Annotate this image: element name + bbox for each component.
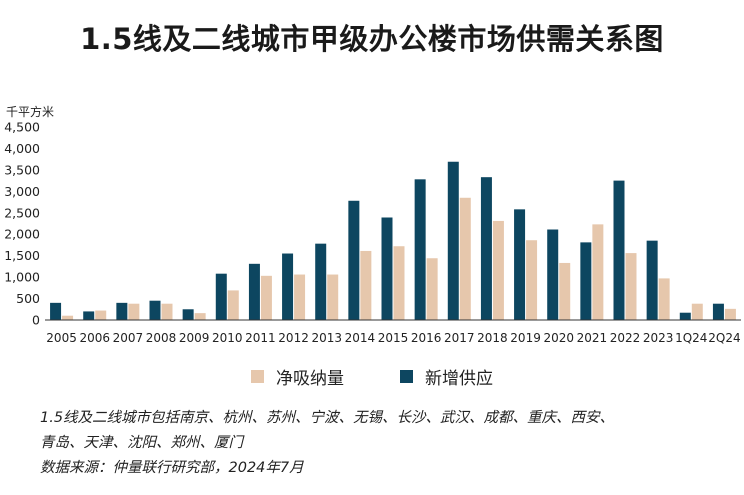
chart-title: 1.5线及二线城市甲级办公楼市场供需关系图 <box>80 22 664 56</box>
x-tick-label: 2022 <box>610 331 641 345</box>
bar-supply <box>679 312 691 320</box>
x-tick-label: 2008 <box>146 331 177 345</box>
bar-supply <box>414 179 426 320</box>
bar-absorption <box>592 224 604 320</box>
y-tick-label: 4,000 <box>4 141 40 156</box>
bar-absorption <box>393 246 405 320</box>
y-tick-label: 3,000 <box>4 184 40 199</box>
bar-supply <box>83 311 95 320</box>
bar-supply <box>182 309 194 320</box>
x-tick-label: 2012 <box>278 331 309 345</box>
y-tick-label: 4,500 <box>4 120 40 135</box>
bar-absorption <box>260 275 272 320</box>
x-tick-label: 2010 <box>212 331 243 345</box>
bar-absorption <box>724 308 736 320</box>
bar-supply <box>712 303 724 320</box>
y-tick-label: 1,500 <box>4 248 40 263</box>
bar-chart: 0 500 1,000 1,500 2,000 2,500 3,000 3,500 4,000 4… <box>4 120 741 345</box>
footnote-cities-line-1: 1.5线及二线城市包括南京、杭州、苏州、宁波、无锡、长沙、武汉、成都、重庆、西安… <box>40 410 615 426</box>
bar-supply <box>282 253 294 320</box>
bar-absorption <box>658 278 670 320</box>
x-tick-label: 2006 <box>79 331 110 345</box>
bar-absorption <box>559 262 571 320</box>
x-tick-label: 2016 <box>411 331 442 345</box>
legend-label-absorption: 净吸纳量 <box>276 369 344 389</box>
bar-supply <box>315 243 327 320</box>
bar-absorption <box>526 240 538 320</box>
x-tick-label: 2017 <box>444 331 475 345</box>
bar-supply <box>646 240 658 320</box>
x-tick-label: 2Q24 <box>708 331 740 345</box>
x-tick-label: 1Q24 <box>675 331 707 345</box>
bar-supply <box>613 180 625 320</box>
bar-absorption <box>426 258 438 320</box>
x-tick-label: 2005 <box>46 331 77 345</box>
y-tick-label: 500 <box>16 291 40 306</box>
footnote: 1.5线及二线城市包括南京、杭州、苏州、宁波、无锡、长沙、武汉、成都、重庆、西安… <box>40 406 720 481</box>
bar-absorption <box>360 250 372 320</box>
y-axis-unit-label: 千平方米 <box>6 105 55 119</box>
bar-supply <box>248 263 260 320</box>
x-tick-label: 2019 <box>510 331 541 345</box>
y-tick-label: 1,000 <box>4 270 40 285</box>
x-tick-label: 2021 <box>577 331 608 345</box>
bar-supply <box>580 242 592 320</box>
x-tick-label: 2007 <box>113 331 144 345</box>
x-tick-label: 2020 <box>543 331 574 345</box>
y-tick-label: 2,000 <box>4 227 40 242</box>
bar-absorption <box>62 315 74 320</box>
bar-absorption <box>459 197 471 320</box>
legend: 净吸纳量 新增供应 <box>0 364 744 389</box>
bar-absorption <box>327 274 339 320</box>
x-tick-label: 2018 <box>477 331 508 345</box>
x-tick-label: 2013 <box>311 331 342 345</box>
bar-absorption <box>95 310 107 320</box>
footnote-source: 数据来源：仲量联行研究部，2024年7月 <box>40 460 304 476</box>
bar-supply <box>547 229 559 320</box>
y-tick-label: 2,500 <box>4 205 40 220</box>
x-tick-label: 2015 <box>378 331 409 345</box>
y-tick-label: 3,500 <box>4 162 40 177</box>
bar-supply <box>116 302 128 320</box>
legend-swatch-absorption <box>251 370 264 383</box>
bar-supply <box>447 161 459 320</box>
bar-absorption <box>227 290 239 320</box>
legend-item-supply: 新增供应 <box>400 364 493 389</box>
bar-supply <box>348 200 360 320</box>
x-tick-label: 2009 <box>179 331 210 345</box>
bar-supply <box>50 302 62 320</box>
x-tick-label: 2011 <box>245 331 276 345</box>
footnote-cities-line-2: 青岛、天津、沈阳、郑州、厦门 <box>40 435 243 451</box>
legend-item-absorption: 净吸纳量 <box>251 364 344 389</box>
x-tick-label: 2023 <box>643 331 674 345</box>
bar-supply <box>514 209 526 320</box>
bar-absorption <box>492 220 504 320</box>
bar-supply <box>215 273 227 320</box>
bar-supply <box>381 217 393 320</box>
x-tick-label: 2014 <box>345 331 376 345</box>
bar-absorption <box>128 303 140 320</box>
bar-absorption <box>625 253 637 320</box>
bar-absorption <box>294 274 306 320</box>
bar-supply <box>480 177 492 320</box>
bar-absorption <box>161 303 173 320</box>
bar-absorption <box>194 313 206 320</box>
y-tick-label: 0 <box>32 313 40 328</box>
legend-label-supply: 新增供应 <box>425 369 493 389</box>
bar-absorption <box>691 303 703 320</box>
bar-supply <box>149 300 161 320</box>
legend-swatch-supply <box>400 370 413 383</box>
